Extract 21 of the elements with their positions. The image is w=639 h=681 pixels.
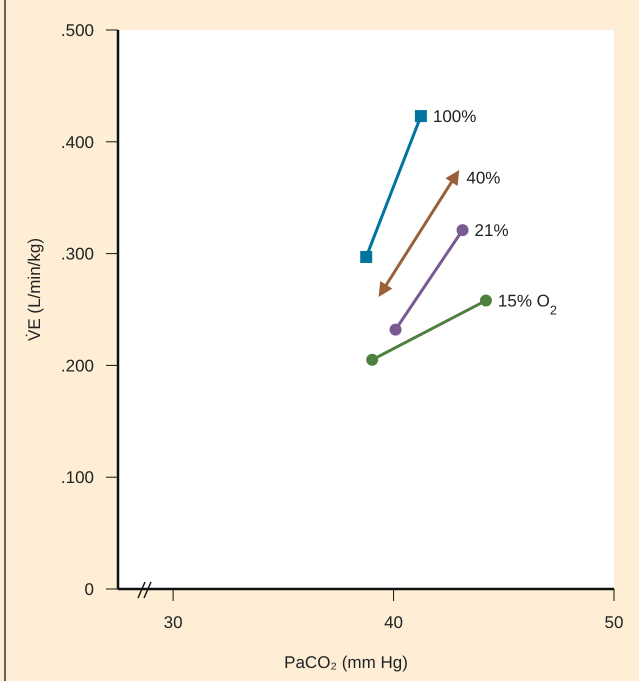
point: [360, 250, 372, 263]
x-tick-label: 30: [164, 613, 183, 632]
y-tick-label: .400: [60, 132, 94, 152]
point: [480, 294, 492, 307]
y-tick-label: .100: [60, 468, 94, 488]
y-tick-label: .200: [60, 356, 94, 376]
series-label: 21%: [474, 221, 509, 240]
y-tick-label: .300: [60, 244, 94, 264]
y-tick-label: 0: [84, 580, 94, 599]
series-label: 15% O$_{2}$: [498, 292, 557, 318]
point: [414, 110, 427, 122]
x-tick-label: 50: [604, 613, 624, 632]
series-label: 40%: [466, 168, 500, 188]
x-tick-label: 40: [384, 613, 404, 632]
point: [366, 354, 378, 366]
series-label: 100%: [432, 107, 476, 126]
y-axis-title: V̇E (L/min/kg): [25, 238, 44, 341]
point: [456, 224, 469, 236]
point: [390, 324, 402, 336]
x-axis-title: PaCO₂ (mm Hg): [284, 653, 408, 672]
y-tick-label: .500: [60, 21, 94, 40]
